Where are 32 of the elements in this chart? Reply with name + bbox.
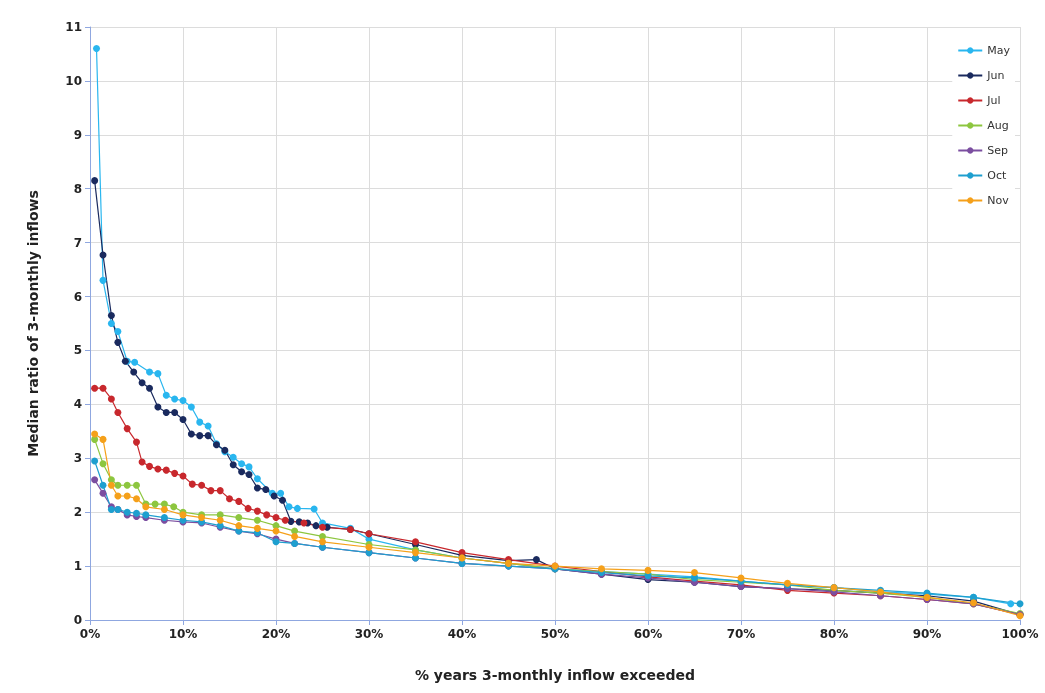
x-tick-label: 90% bbox=[912, 627, 942, 641]
legend-label: Jun bbox=[986, 69, 1005, 82]
x-tick-label: 30% bbox=[354, 627, 384, 641]
legend-label: Jul bbox=[986, 94, 1001, 107]
y-tick-label: 0 bbox=[73, 613, 82, 627]
y-tick-label: 6 bbox=[73, 289, 82, 304]
legend-label: Oct bbox=[987, 169, 1007, 182]
x-tick-label: 10% bbox=[168, 627, 198, 641]
y-tick-label: 11 bbox=[65, 20, 82, 34]
legend-label: Sep bbox=[987, 144, 1009, 157]
x-tick-label: 70% bbox=[726, 627, 756, 641]
x-tick-label: 20% bbox=[261, 627, 291, 641]
x-tick-label: 100% bbox=[1001, 627, 1039, 641]
legend-label: May bbox=[987, 44, 1011, 57]
y-tick-label: 9 bbox=[73, 127, 82, 142]
y-tick-label: 5 bbox=[73, 343, 82, 358]
x-axis-title: % years 3-monthly inflow exceeded bbox=[414, 667, 696, 683]
x-tick-label: 80% bbox=[819, 627, 849, 641]
y-tick-label: 7 bbox=[73, 235, 82, 250]
y-tick-label: 8 bbox=[73, 181, 82, 196]
y-tick-label: 10 bbox=[65, 73, 82, 88]
y-tick-label: 4 bbox=[73, 397, 82, 412]
y-tick-label: 2 bbox=[73, 505, 82, 520]
y-tick-label: 1 bbox=[73, 559, 82, 574]
y-tick-label: 3 bbox=[73, 451, 82, 466]
x-tick-label: 50% bbox=[540, 627, 570, 641]
y-axis-title: Median ratio of 3-monthly inflows bbox=[25, 190, 41, 457]
legend-label: Aug bbox=[987, 119, 1009, 132]
x-tick-label: 60% bbox=[633, 627, 663, 641]
x-tick-label: 40% bbox=[447, 627, 477, 641]
x-tick-label: 0% bbox=[79, 627, 101, 641]
legend-label: Nov bbox=[987, 194, 1010, 207]
